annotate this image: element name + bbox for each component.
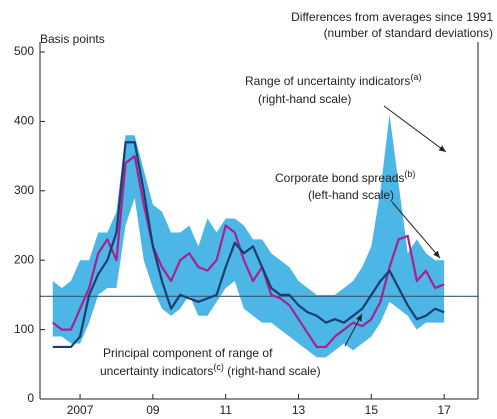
annotation: (left-hand scale) [308,188,394,202]
annotation-part: (right-hand scale) [258,92,351,106]
y2-label: (number of standard deviations) [324,26,493,40]
x-tick-label: 11 [219,403,232,417]
y-label: Basis points [40,32,105,46]
annotation-part: (left-hand scale) [308,188,394,202]
annotation-part: Principal component of range of [103,346,273,360]
x-tick-label: 17 [437,403,451,417]
annotation-arrow [344,313,363,347]
annotation-part: (b) [404,169,415,179]
annotation-part: (right-hand scale) [224,364,321,378]
series-line [52,141,445,349]
range-band [52,114,445,358]
x-tick-label: 09 [146,403,160,417]
annotation-part: Range of uncertainty indicators [245,74,410,88]
annotation: Corporate bond spreads(b) [275,169,415,185]
y-tick-label: 0 [27,391,34,405]
annotation-part: uncertainty indicators [100,364,213,378]
annotation-part: (a) [410,72,421,82]
annotation: Range of uncertainty indicators(a) [245,72,421,88]
annotation-arrow [383,105,447,153]
annotation-part: (c) [213,362,224,372]
y-tick-label: 400 [14,114,34,128]
annotation-arrow [391,201,441,259]
x-tick-label: 13 [292,403,306,417]
y-tick-label: 200 [14,252,34,266]
annotation-part: Corporate bond spreads [275,171,404,185]
y-tick-label: 300 [14,183,34,197]
annotation: uncertainty indicators(c) (right-hand sc… [100,362,321,378]
annotation: Principal component of range of [103,346,273,360]
y2-label: Differences from averages since 1991 [291,10,493,24]
x-tick-label: 2007 [67,403,94,417]
y-tick-label: 500 [14,44,34,58]
series-line [52,155,445,349]
x-tick-label: 15 [365,403,379,417]
annotation: (right-hand scale) [258,92,351,106]
y-tick-label: 100 [14,322,34,336]
